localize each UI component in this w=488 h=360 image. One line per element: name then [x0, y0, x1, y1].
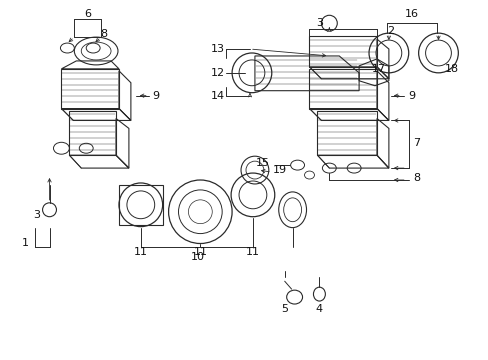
Text: 8: 8 [412, 173, 419, 183]
Text: 18: 18 [445, 64, 459, 74]
Text: 1: 1 [22, 238, 29, 248]
Text: 19: 19 [272, 165, 286, 175]
Text: 6: 6 [84, 9, 92, 19]
Text: 3: 3 [33, 210, 40, 220]
Text: 9: 9 [407, 91, 414, 101]
Text: 8: 8 [101, 29, 107, 39]
Text: 10: 10 [190, 252, 204, 262]
Text: 9: 9 [152, 91, 159, 101]
Text: 13: 13 [211, 44, 225, 54]
Text: 4: 4 [315, 304, 322, 314]
Text: 12: 12 [211, 68, 225, 78]
Text: 17: 17 [371, 64, 385, 74]
Text: 2: 2 [386, 26, 394, 36]
Text: 16: 16 [404, 9, 418, 19]
Text: 7: 7 [412, 138, 419, 148]
Text: 11: 11 [193, 247, 207, 257]
Text: 5: 5 [281, 304, 287, 314]
Text: 11: 11 [245, 247, 260, 257]
Text: 11: 11 [134, 247, 147, 257]
Text: 3: 3 [315, 18, 322, 28]
Text: 14: 14 [211, 91, 225, 101]
Text: 15: 15 [255, 158, 269, 168]
